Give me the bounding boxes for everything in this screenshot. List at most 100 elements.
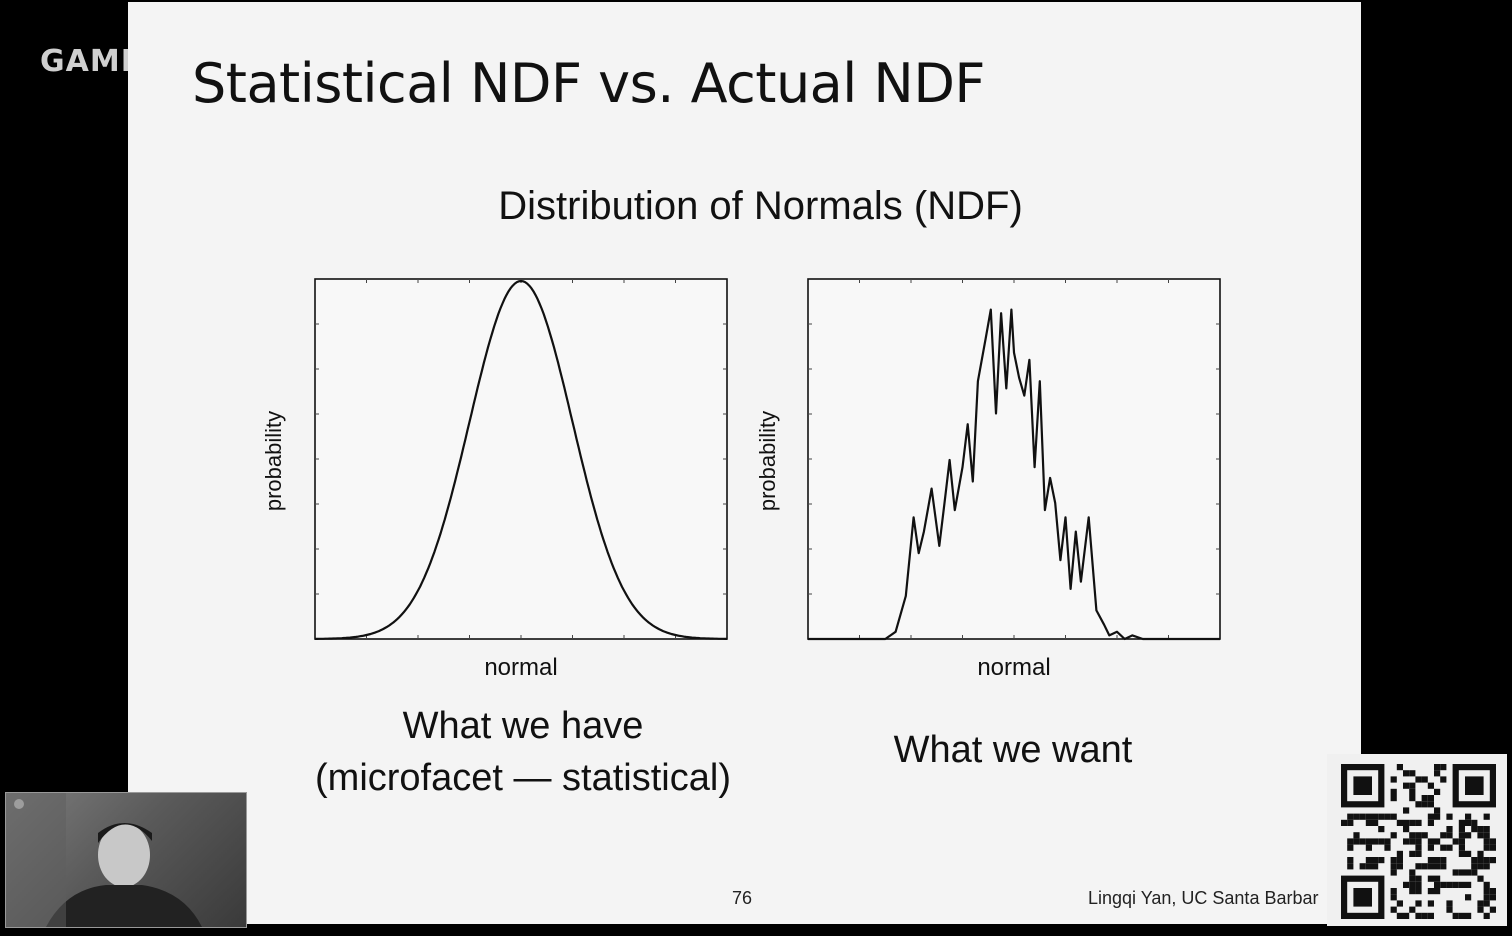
qr-module <box>1415 819 1422 826</box>
qr-module <box>1465 813 1472 820</box>
qr-module <box>1396 819 1403 826</box>
slide-title: Statistical NDF vs. Actual NDF <box>192 52 985 115</box>
qr-module <box>1434 881 1441 888</box>
chart-right-frame <box>807 278 1221 640</box>
qr-module <box>1415 900 1422 907</box>
qr-module <box>1483 813 1490 820</box>
qr-module <box>1477 850 1484 857</box>
qr-module <box>1409 881 1416 888</box>
qr-module <box>1409 795 1416 802</box>
qr-module <box>1458 912 1465 919</box>
qr-module <box>1440 857 1447 864</box>
qr-module <box>1403 782 1410 789</box>
qr-module <box>1440 844 1447 851</box>
qr-module <box>1390 857 1397 864</box>
qr-module <box>1403 807 1410 814</box>
qr-module <box>1421 863 1428 870</box>
qr-module <box>1409 906 1416 913</box>
qr-module <box>1409 782 1416 789</box>
qr-module <box>1427 813 1434 820</box>
qr-module <box>1396 857 1403 864</box>
qr-module <box>1427 801 1434 808</box>
qr-module <box>1434 770 1441 777</box>
qr-module <box>1489 838 1496 845</box>
qr-module <box>1415 912 1422 919</box>
qr-module <box>1390 869 1397 876</box>
qr-module <box>1353 813 1360 820</box>
qr-module <box>1483 888 1490 895</box>
qr-module <box>1465 819 1472 826</box>
qr-module <box>1434 788 1441 795</box>
qr-module <box>1421 832 1428 839</box>
qr-finder-core <box>1353 776 1372 795</box>
page-number: 76 <box>732 888 753 908</box>
qr-module <box>1446 813 1453 820</box>
qr-module <box>1471 857 1478 864</box>
qr-module <box>1347 863 1354 870</box>
qr-module <box>1396 764 1403 771</box>
brand-watermark: GAME <box>40 44 143 79</box>
qr-module <box>1403 819 1410 826</box>
qr-module <box>1446 832 1453 839</box>
qr-module <box>1390 888 1397 895</box>
qr-module <box>1434 863 1441 870</box>
qr-module <box>1409 770 1416 777</box>
qr-module <box>1434 807 1441 814</box>
qr-module <box>1403 838 1410 845</box>
qr-module <box>1477 875 1484 882</box>
qr-module <box>1390 776 1397 783</box>
qr-module <box>1353 832 1360 839</box>
qr-module <box>1434 838 1441 845</box>
qr-module <box>1477 857 1484 864</box>
qr-module <box>1427 912 1434 919</box>
qr-module <box>1452 912 1459 919</box>
qr-module <box>1458 826 1465 833</box>
qr-module <box>1409 875 1416 882</box>
qr-module <box>1458 838 1465 845</box>
qr-module <box>1489 888 1496 895</box>
qr-module <box>1409 838 1416 845</box>
qr-module <box>1446 900 1453 907</box>
qr-module <box>1365 813 1372 820</box>
qr-module <box>1483 900 1490 907</box>
qr-module <box>1471 869 1478 876</box>
qr-module <box>1403 881 1410 888</box>
qr-module <box>1427 863 1434 870</box>
qr-module <box>1452 838 1459 845</box>
qr-module <box>1465 832 1472 839</box>
qr-module <box>1421 912 1428 919</box>
caption-left-line1: What we have <box>402 705 644 747</box>
qr-module <box>1421 795 1428 802</box>
qr-module <box>1409 832 1416 839</box>
qr-module <box>1452 881 1459 888</box>
figure-heading: Distribution of Normals (NDF) <box>498 184 1023 228</box>
qr-module <box>1483 863 1490 870</box>
qr-module <box>1403 826 1410 833</box>
chart-statistical-ndf <box>313 277 729 643</box>
qr-module <box>1434 857 1441 864</box>
qr-module <box>1489 906 1496 913</box>
qr-module <box>1446 844 1453 851</box>
qr-module <box>1378 813 1385 820</box>
qr-module <box>1483 844 1490 851</box>
qr-module <box>1489 844 1496 851</box>
qr-module <box>1446 881 1453 888</box>
qr-module <box>1440 863 1447 870</box>
qr-module <box>1378 857 1385 864</box>
qr-module <box>1378 838 1385 845</box>
qr-module <box>1372 813 1379 820</box>
qr-module <box>1477 900 1484 907</box>
qr-module <box>1471 819 1478 826</box>
qr-module <box>1415 832 1422 839</box>
qr-module <box>1440 881 1447 888</box>
qr-module <box>1458 881 1465 888</box>
qr-module <box>1396 863 1403 870</box>
qr-module <box>1365 863 1372 870</box>
qr-module <box>1477 863 1484 870</box>
author-credit: Lingqi Yan, UC Santa Barbar <box>1088 888 1319 908</box>
qr-module <box>1471 826 1478 833</box>
qr-module <box>1390 813 1397 820</box>
qr-module <box>1372 838 1379 845</box>
qr-module <box>1365 819 1372 826</box>
qr-module <box>1415 801 1422 808</box>
